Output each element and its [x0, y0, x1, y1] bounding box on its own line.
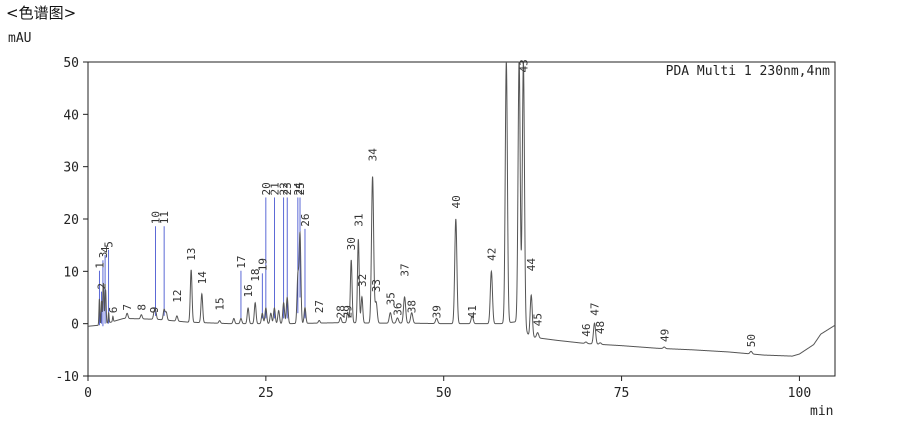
peak-label-24: 24: [292, 182, 305, 196]
y-axis-ticks: -10 0 10 20 30 40 50: [56, 56, 88, 385]
peak-label-10: 10: [150, 211, 163, 224]
peak-label-26: 26: [299, 214, 312, 227]
peak-label-31: 31: [352, 214, 365, 227]
y-tick-label: 30: [63, 161, 79, 176]
peak-label-5: 5: [103, 241, 116, 248]
peak-label-16: 16: [242, 284, 255, 297]
y-axis-unit-label: mAU: [8, 31, 31, 46]
peak-label-7: 7: [121, 304, 134, 311]
x-tick-label: 0: [84, 386, 92, 401]
peak-label-35: 35: [384, 292, 397, 305]
peak-label-39: 39: [431, 305, 444, 318]
y-tick-label: 0: [71, 318, 79, 333]
peak-label-41: 41: [466, 305, 479, 318]
x-axis-unit-label: min: [810, 404, 833, 419]
peak-label-18: 18: [249, 269, 262, 282]
y-tick-label: 40: [63, 108, 79, 123]
x-tick-label: 25: [258, 386, 274, 401]
peak-label-23: 23: [281, 182, 294, 195]
peak-label-15: 15: [214, 297, 227, 310]
peak-label-3: 3: [97, 252, 110, 259]
chromatogram-trace: [87, 61, 836, 357]
peak-label-22: 22: [278, 182, 291, 195]
peak-label-36: 36: [392, 303, 405, 316]
peak-label-40: 40: [450, 195, 463, 208]
peak-label-48: 48: [594, 321, 607, 334]
x-tick-label: 100: [788, 386, 811, 401]
peak-label-43: 43: [517, 59, 530, 72]
x-tick-label: 50: [436, 386, 452, 401]
peak-label-9: 9: [148, 307, 161, 314]
x-axis-ticks: 0 25 50 75 100: [84, 376, 811, 401]
peak-label-33: 33: [370, 279, 383, 292]
y-tick-label: 20: [63, 213, 79, 228]
peak-label-46: 46: [580, 324, 593, 337]
y-tick-label: 10: [63, 265, 79, 280]
peak-label-47: 47: [589, 303, 602, 316]
peak-label-11: 11: [158, 211, 171, 224]
x-tick-label: 75: [614, 386, 630, 401]
peak-label-44: 44: [525, 258, 538, 272]
peak-label-45: 45: [532, 313, 545, 326]
peak-label-32: 32: [356, 274, 369, 287]
peak-label-30: 30: [345, 237, 358, 250]
peak-label-27: 27: [313, 300, 326, 313]
peak-label-14: 14: [196, 271, 209, 285]
peak-label-21: 21: [268, 182, 281, 195]
peak-label-13: 13: [185, 248, 198, 261]
peak-label-8: 8: [135, 304, 148, 311]
peak-label-42: 42: [485, 248, 498, 261]
y-tick-label: 50: [63, 56, 79, 71]
peak-label-2: 2: [96, 283, 109, 290]
plot-frame: [87, 61, 836, 377]
peak-label-12: 12: [171, 289, 184, 302]
peak-label-37: 37: [399, 263, 412, 276]
peak-label-17: 17: [235, 255, 248, 268]
detector-annotation: PDA Multi 1 230nm,4nm: [666, 64, 831, 79]
y-tick-label: -10: [56, 370, 79, 385]
peak-label-28: 28: [335, 305, 348, 318]
chromatogram-title: <色谱图>: [6, 4, 77, 22]
peak-label-50: 50: [745, 334, 758, 347]
peak-label-34: 34: [367, 148, 380, 162]
peak-label-38: 38: [406, 300, 419, 313]
peak-label-6: 6: [107, 307, 120, 314]
peak-label-19: 19: [256, 258, 269, 271]
peak-label-4: 4: [99, 246, 112, 253]
peak-label-25: 25: [294, 182, 307, 195]
peak-label-1: 1: [93, 262, 106, 269]
peak-label-20: 20: [260, 182, 273, 195]
peak-label-29: 29: [342, 305, 355, 318]
peak-label-49: 49: [658, 329, 671, 342]
